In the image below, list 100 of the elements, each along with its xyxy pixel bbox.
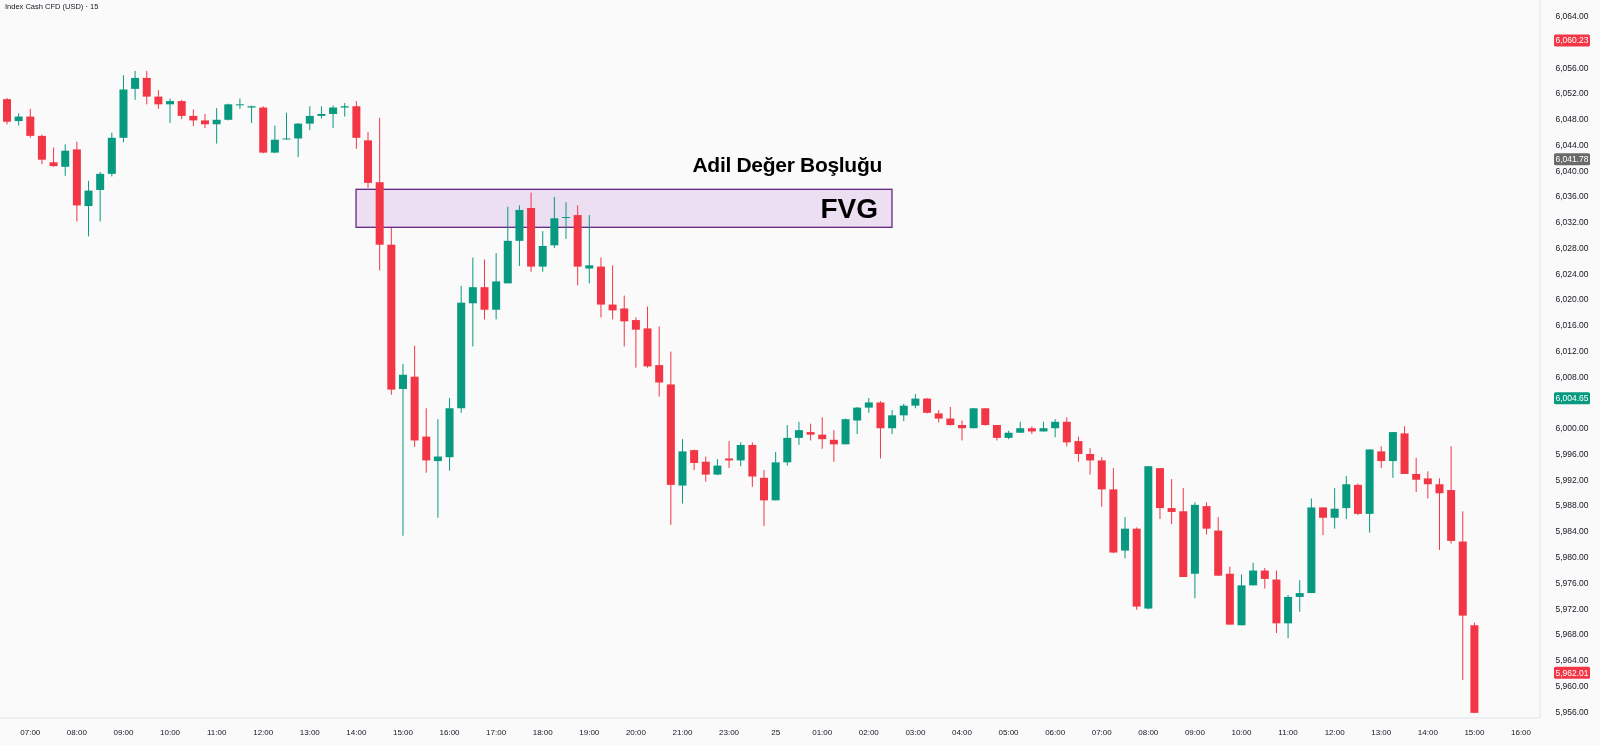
y-tick-label: 5,996.00 <box>1555 448 1589 459</box>
x-tick-label: 14:00 <box>1417 727 1439 737</box>
x-tick-label: 19:00 <box>579 727 600 737</box>
candlestick <box>1062 416 1071 447</box>
candlestick <box>166 98 175 124</box>
candlestick <box>37 134 46 165</box>
candlestick <box>96 171 105 223</box>
annotation: Adil Değer Boşluğu <box>692 153 882 177</box>
candlestick <box>690 448 699 471</box>
y-tick-label: 5,956.00 <box>1555 706 1589 717</box>
x-tick-label: 09:00 <box>113 727 135 737</box>
candlestick <box>1319 506 1328 536</box>
x-tick-label: 01:00 <box>812 727 833 737</box>
candlestick <box>305 105 314 131</box>
y-tick-label: 6,028.00 <box>1555 242 1589 253</box>
candlestick <box>294 122 303 158</box>
candlestick <box>1202 501 1211 535</box>
candlestick <box>1051 418 1060 438</box>
x-tick-label: 03:00 <box>905 727 926 737</box>
y-tick-label: 6,036.00 <box>1555 191 1589 202</box>
candlestick <box>1260 567 1269 590</box>
candlestick <box>736 441 745 467</box>
y-tick-label: 5,980.00 <box>1555 552 1589 563</box>
y-tick-label: 6,024.00 <box>1555 268 1589 279</box>
x-tick-label: 02:00 <box>858 727 880 737</box>
candlestick <box>1330 487 1339 530</box>
candlestick <box>620 295 629 347</box>
text: 5,962.01 <box>1555 667 1589 678</box>
y-tick-label: 5,972.00 <box>1555 603 1589 614</box>
y-tick-label: 6,020.00 <box>1555 294 1589 305</box>
y-tick-label: 5,984.00 <box>1555 526 1589 537</box>
candlestick <box>1295 579 1304 613</box>
x-tick-label: 14:00 <box>346 727 367 737</box>
candlestick <box>725 440 734 469</box>
candlestick <box>1121 516 1130 559</box>
candlestick <box>1435 477 1444 551</box>
candlestick <box>49 146 58 168</box>
candlestick <box>538 230 547 273</box>
candlestick <box>200 113 209 129</box>
candlestick <box>957 420 966 441</box>
candlestick <box>131 70 140 101</box>
candlestick <box>1086 447 1095 476</box>
y-tick-label: 6,040.00 <box>1555 165 1589 176</box>
x-tick-label: 07:00 <box>20 727 41 737</box>
y-tick-label: 6,044.00 <box>1555 139 1589 150</box>
y-tick-label: 6,048.00 <box>1555 114 1589 125</box>
y-tick-label: 6,016.00 <box>1555 320 1589 331</box>
candlestick <box>422 407 431 474</box>
x-tick-label: 11:00 <box>206 727 227 737</box>
y-tick-label: 5,992.00 <box>1555 474 1589 485</box>
x-tick-label: 10:00 <box>160 727 181 737</box>
band-label: FVG <box>820 192 878 224</box>
x-tick-label: 07:00 <box>1091 727 1113 737</box>
y-tick-label: 6,064.00 <box>1555 11 1589 22</box>
x-tick-label: 08:00 <box>66 727 88 737</box>
candlestick <box>562 201 571 240</box>
candlestick <box>585 214 594 284</box>
x-tick-label: 12:00 <box>253 727 274 737</box>
candlestick <box>1167 478 1176 525</box>
x-tick-label: 16:00 <box>439 727 461 737</box>
y-tick-label: 6,008.00 <box>1555 371 1589 382</box>
candlestick <box>794 421 803 446</box>
candlestick <box>3 97 11 125</box>
y-tick-label: 5,968.00 <box>1555 629 1589 640</box>
candlestick <box>26 108 35 139</box>
x-tick-label: 04:00 <box>951 727 973 737</box>
y-tick-label: 5,976.00 <box>1555 577 1589 588</box>
candlestick <box>329 105 338 129</box>
y-tick-label: 6,056.00 <box>1555 62 1589 73</box>
x-tick-label: 13:00 <box>1371 727 1392 737</box>
candlestick <box>398 363 407 537</box>
x-tick-label: 05:00 <box>998 727 1020 737</box>
y-tick-label: 5,960.00 <box>1555 680 1589 691</box>
candlestick <box>235 98 244 110</box>
candlestick <box>888 409 897 435</box>
candlestick <box>84 180 93 237</box>
candlestick <box>655 325 664 398</box>
x-tick-label: 13:00 <box>299 727 321 737</box>
x-tick-label: 08:00 <box>1138 727 1159 737</box>
x-tick-label: 06:00 <box>1045 727 1066 737</box>
candlestick <box>1342 475 1351 520</box>
x-tick-label: 15:00 <box>392 727 414 737</box>
x-tick-label: 15:00 <box>1464 727 1485 737</box>
text: 6,041.78 <box>1555 154 1589 165</box>
candlestick <box>946 406 955 427</box>
x-tick-label: 18:00 <box>532 727 554 737</box>
y-tick-label: 6,032.00 <box>1555 217 1589 228</box>
y-tick-label: 6,052.00 <box>1555 88 1589 99</box>
x-tick-label: 17:00 <box>486 727 507 737</box>
text: 6,060.23 <box>1555 35 1589 46</box>
candlestick <box>1027 425 1036 435</box>
candlestick <box>701 456 710 483</box>
candlestick <box>1074 436 1083 463</box>
x-tick-label: 21:00 <box>672 727 694 737</box>
y-tick-label: 6,000.00 <box>1555 423 1589 434</box>
x-tick-label: 25 <box>771 727 781 737</box>
x-tick-label: 09:00 <box>1184 727 1206 737</box>
text: 6,004.65 <box>1555 393 1589 404</box>
candlestick <box>468 257 477 347</box>
x-tick-label: 10:00 <box>1231 727 1253 737</box>
